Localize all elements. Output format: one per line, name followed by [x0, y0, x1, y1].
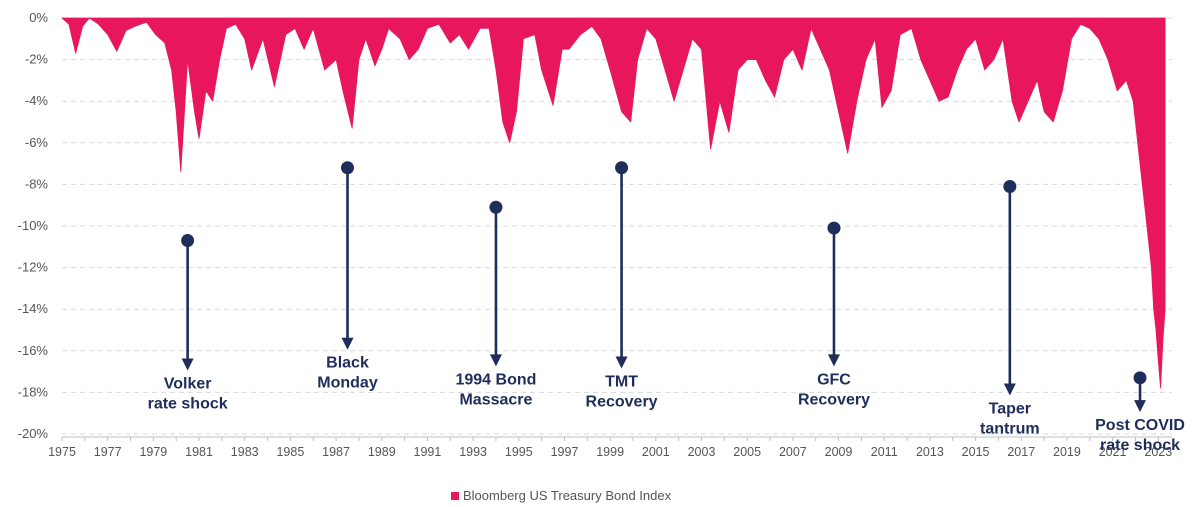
x-tick-label: 1991: [414, 445, 442, 459]
annotation-dot: [340, 161, 354, 175]
x-tick-label: 2013: [916, 445, 944, 459]
annotation-label: GFC Recovery: [798, 371, 870, 408]
x-tick-label: 2015: [962, 445, 990, 459]
x-tick-label: 1999: [596, 445, 624, 459]
annotation-dot: [181, 234, 195, 248]
y-tick-label: 0%: [29, 10, 48, 25]
annotation-label: Black Monday: [317, 355, 378, 392]
annotation: GFC Recovery: [798, 221, 870, 408]
annotation: Taper tantrum: [980, 179, 1040, 437]
annotation: Post COVID rate shock: [1095, 371, 1185, 454]
annotation-dot: [1003, 179, 1017, 193]
x-tick-label: 2001: [642, 445, 670, 459]
annotation-dot: [827, 221, 841, 235]
annotation-arrowhead: [1134, 400, 1147, 413]
annotation: Black Monday: [317, 161, 378, 392]
x-tick-label: 2023: [1144, 445, 1172, 459]
y-tick-label: -8%: [25, 176, 49, 191]
x-tick-label: 2017: [1007, 445, 1035, 459]
legend: Bloomberg US Treasury Bond Index: [451, 488, 672, 503]
x-tick-label: 1993: [459, 445, 487, 459]
annotation-arrowhead: [827, 354, 840, 367]
x-tick-label: 2003: [688, 445, 716, 459]
x-tick-label: 2009: [825, 445, 853, 459]
y-tick-label: -18%: [18, 384, 49, 399]
legend-swatch: [451, 492, 459, 500]
y-tick-label: -14%: [18, 301, 49, 316]
annotation-arrowhead: [341, 337, 354, 350]
annotation-arrowhead: [181, 358, 194, 371]
annotation-dot: [489, 200, 503, 214]
x-axis: 1975 1977 1979 1981 1983 1985 1987 1989 1991 1993…: [48, 436, 1172, 459]
series-area-layer: [61, 17, 1166, 389]
y-tick-label: -2%: [25, 52, 49, 67]
series-area: [61, 17, 1166, 389]
annotation-label: 1994 Bond Massacre: [455, 371, 536, 408]
annotation-label: Taper tantrum: [980, 400, 1040, 437]
x-tick-label: 2005: [733, 445, 761, 459]
annotations: Volker rate shock Black Monday 1994 Bond Mass…: [148, 161, 1185, 454]
x-tick-label: 1995: [505, 445, 533, 459]
legend-label: Bloomberg US Treasury Bond Index: [463, 488, 672, 503]
x-tick-label: 1975: [48, 445, 76, 459]
x-tick-label: 1979: [139, 445, 167, 459]
annotation-dot: [615, 161, 629, 175]
annotation: 1994 Bond Massacre: [455, 200, 536, 408]
annotation-label: Volker rate shock: [148, 376, 228, 413]
x-tick-label: 1983: [231, 445, 259, 459]
x-tick-label: 2019: [1053, 445, 1081, 459]
y-tick-label: -20%: [18, 426, 49, 441]
y-tick-label: -16%: [18, 343, 49, 358]
annotation-label: TMT Recovery: [586, 373, 658, 410]
annotation-arrowhead: [1003, 383, 1016, 396]
y-tick-label: -6%: [25, 135, 49, 150]
annotation-dot: [1133, 371, 1147, 385]
x-tick-label: 1977: [94, 445, 122, 459]
x-tick-label: 1989: [368, 445, 396, 459]
annotation: Volker rate shock: [148, 234, 228, 413]
annotation-arrowhead: [615, 356, 628, 369]
annotation-label: Post COVID rate shock: [1095, 417, 1185, 454]
x-tick-label: 1985: [276, 445, 304, 459]
annotation-arrowhead: [489, 354, 502, 367]
x-tick-label: 1987: [322, 445, 350, 459]
y-axis: 0% -2% -4% -6% -8% -10% -12% -14% -16% -18% -20%: [18, 10, 49, 441]
y-tick-label: -10%: [18, 218, 49, 233]
x-tick-label: 1981: [185, 445, 213, 459]
x-tick-label: 1997: [551, 445, 579, 459]
annotation: TMT Recovery: [586, 161, 658, 410]
y-tick-label: -12%: [18, 260, 49, 275]
y-tick-label: -4%: [25, 93, 49, 108]
x-tick-label: 2011: [871, 445, 898, 459]
x-tick-label: 2007: [779, 445, 807, 459]
x-tick-label: 2021: [1099, 445, 1127, 459]
